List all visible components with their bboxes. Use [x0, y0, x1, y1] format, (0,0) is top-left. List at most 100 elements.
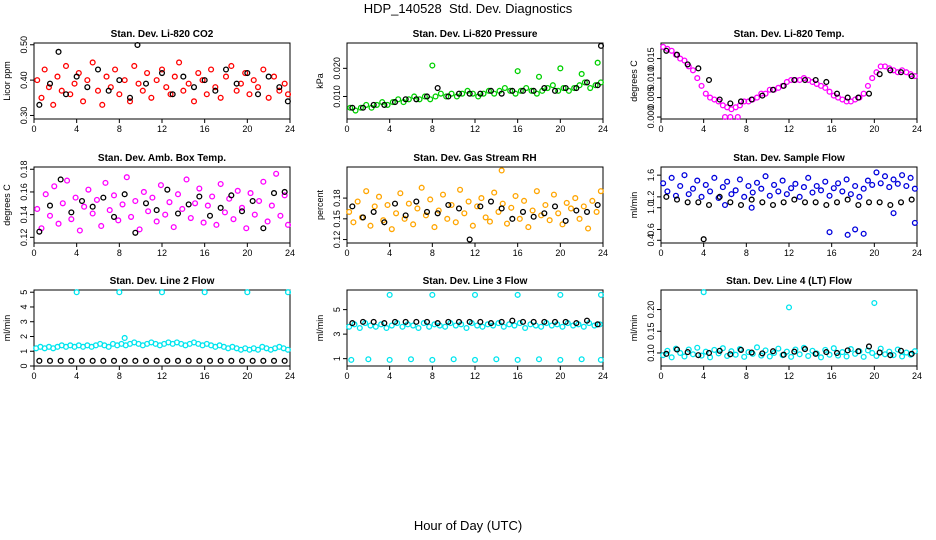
data-point: [512, 192, 519, 200]
y-tick-label: 0.015: [646, 47, 656, 70]
data-point: [221, 209, 228, 216]
data-point: [416, 96, 423, 103]
data-point: [349, 203, 356, 210]
data-point: [823, 349, 830, 356]
data-point: [103, 73, 110, 80]
data-point: [112, 66, 119, 73]
data-point: [728, 191, 735, 198]
data-point: [365, 356, 372, 363]
data-point: [812, 350, 819, 357]
data-point: [116, 91, 123, 98]
data-point: [452, 322, 459, 329]
y-tick-label: 0.14: [19, 206, 29, 224]
data-point: [780, 199, 787, 206]
x-tick-label: 0: [31, 124, 36, 134]
data-point: [694, 177, 701, 184]
data-point: [349, 320, 356, 327]
data-point: [477, 203, 484, 210]
data-point: [270, 190, 278, 197]
data-point: [668, 174, 675, 181]
data-point: [110, 192, 118, 199]
data-point: [405, 200, 412, 207]
data-point: [844, 196, 851, 203]
figure-title: HDP_140528 Std. Dev. Diagnostics: [363, 1, 573, 16]
data-point: [573, 207, 580, 214]
data-point: [439, 191, 447, 198]
panel-1: Stan. Dev. Li-820 CO2 0 4 8 12 16 20 24 0.30 0.40…: [2, 29, 295, 134]
data-point: [284, 346, 291, 353]
series-hourly: [349, 198, 601, 243]
data-point: [736, 176, 743, 183]
x-tick-label: 24: [598, 371, 608, 381]
data-point: [106, 207, 113, 214]
x-tick-label: 24: [285, 248, 295, 258]
data-point: [719, 184, 726, 191]
data-point: [402, 212, 409, 219]
data-point: [228, 62, 235, 70]
data-point: [391, 99, 399, 106]
data-point: [196, 357, 203, 364]
data-point: [541, 84, 548, 92]
data-point: [487, 320, 495, 327]
data-point: [762, 347, 769, 354]
panel-6: Stan. Dev. Sample Flow 0 4 8 12 16 20 24 0.40.6 1…: [629, 153, 922, 258]
data-point: [64, 177, 71, 184]
x-tick-label: 4: [387, 124, 392, 134]
data-point: [800, 184, 807, 191]
data-point: [517, 87, 524, 94]
data-point: [860, 90, 867, 97]
data-point: [276, 87, 283, 94]
data-point: [805, 174, 812, 181]
data-point: [136, 226, 143, 233]
data-point: [244, 289, 251, 296]
data-point: [443, 93, 450, 100]
data-point: [370, 318, 377, 325]
data-point: [414, 205, 421, 212]
data-point: [801, 76, 809, 84]
data-point: [190, 84, 198, 91]
data-point: [78, 357, 86, 364]
data-point: [673, 51, 681, 58]
y-axis-label: ml/min: [2, 315, 12, 342]
data-point: [911, 73, 918, 80]
data-point: [876, 199, 883, 206]
data-point: [716, 347, 723, 354]
y-tick-label: 3: [332, 332, 342, 337]
data-point: [383, 324, 390, 332]
data-point: [373, 101, 380, 108]
data-point: [573, 320, 580, 327]
panel-2: Stan. Dev. Li-820 Pressure 0 4 8 12 16 20 24 0.0…: [315, 29, 608, 134]
data-point: [199, 77, 206, 84]
data-point: [405, 96, 412, 103]
data-point: [835, 180, 842, 187]
data-point: [549, 82, 556, 89]
data-point: [698, 352, 705, 359]
data-point: [865, 199, 873, 206]
data-point: [908, 196, 915, 203]
x-tick-label: 20: [555, 371, 565, 381]
data-point: [852, 182, 859, 190]
data-point: [46, 202, 54, 209]
data-point: [498, 90, 505, 97]
data-point: [749, 189, 756, 196]
x-tick-label: 20: [242, 371, 252, 381]
data-point: [700, 289, 707, 296]
data-point: [190, 98, 198, 105]
data-point: [386, 291, 393, 298]
data-point: [370, 208, 377, 215]
data-point: [478, 195, 485, 202]
data-point: [423, 208, 431, 215]
data-point: [508, 204, 515, 211]
data-point: [766, 353, 773, 360]
y-tick-label: 0.4: [646, 234, 656, 247]
data-point: [597, 291, 605, 298]
data-point: [514, 356, 521, 363]
data-point: [530, 87, 537, 94]
data-point: [759, 92, 766, 99]
data-point: [423, 93, 431, 100]
y-axis-label: ml/min: [629, 315, 639, 342]
data-point: [153, 207, 160, 214]
data-point: [153, 357, 160, 364]
data-point: [506, 321, 513, 328]
data-point: [509, 87, 516, 94]
